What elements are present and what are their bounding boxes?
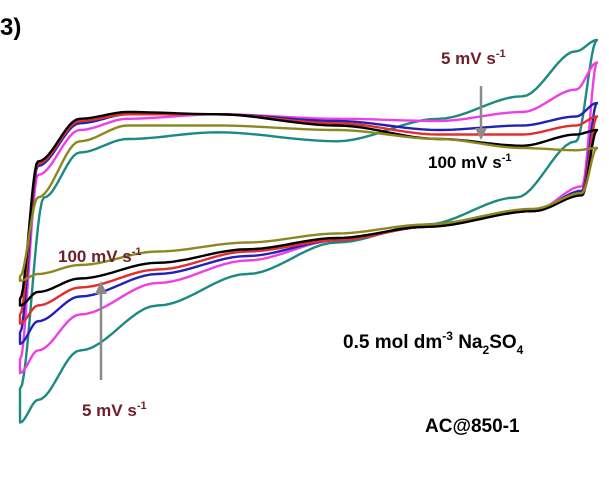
label-top-slow: 5 mV s-1 (441, 48, 506, 68)
panel-label: 3) (0, 14, 22, 41)
cv-curve-2 (18, 61, 599, 375)
electrolyte-label: 0.5 mol dm-3 Na2SO4 (343, 329, 524, 357)
label-bottom-slow: 5 mV s-1 (82, 400, 147, 420)
arrow-bottom (95, 281, 107, 380)
label-bottom-fast: 100 mV s-1 (58, 246, 142, 266)
cv-curve-5 (18, 110, 599, 307)
cv-curve-4 (18, 113, 599, 325)
label-top-fast: 100 mV s-1 (428, 152, 512, 172)
cv-curve-1 (18, 38, 599, 424)
cv-curves (18, 38, 599, 424)
arrow-top (475, 86, 487, 140)
sample-label: AC@850-1 (425, 416, 520, 437)
cv-curve-6 (18, 124, 599, 282)
